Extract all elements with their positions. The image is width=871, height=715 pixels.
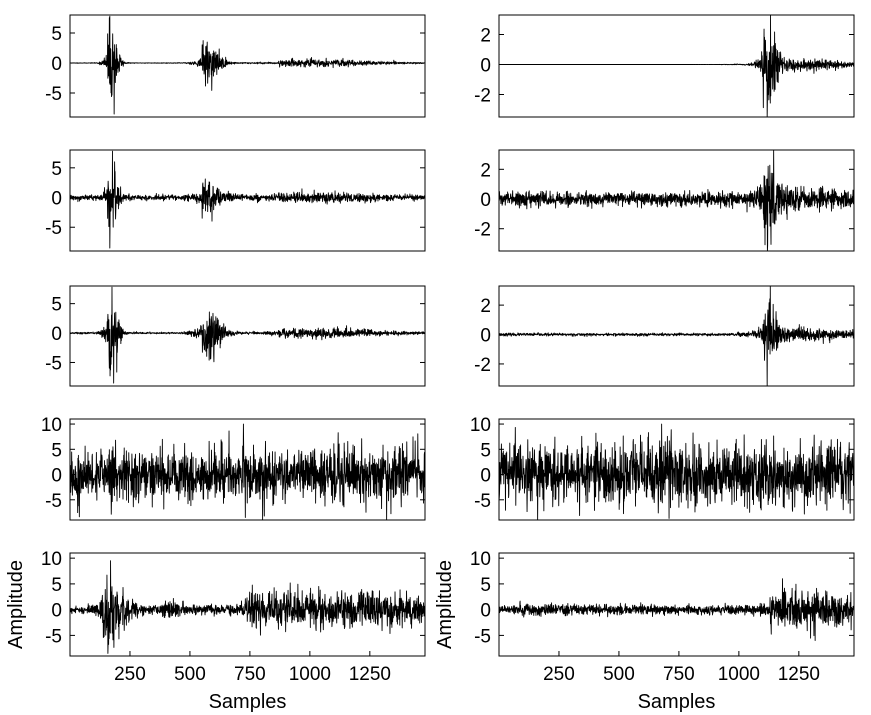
y-axis-label: Amplitude [5,560,27,649]
y-tick-label: 5 [51,295,62,316]
y-tick-label: 0 [51,324,62,345]
y-tick-label: -5 [45,626,62,647]
signal-trace [499,150,854,251]
x-axis-label: Samples [209,691,287,713]
y-tick-label: 5 [480,440,491,461]
y-tick-label: -5 [45,491,62,512]
subplot-r2-c1: -5 0 5 [45,149,426,252]
subplot-r1-c2: -2 0 2 [474,14,855,118]
x-tick-label: 250 [543,664,575,685]
plot-area [498,552,855,657]
y-tick-label: 0 [51,54,62,75]
plot-area [69,14,426,118]
x-tick-label: 250 [114,664,146,685]
y-tick-label: -5 [474,626,491,647]
y-tick-label: 5 [51,440,62,461]
y-axis-label: Amplitude [434,560,456,649]
y-tick-label: 5 [480,575,491,596]
y-tick-label: 0 [51,601,62,622]
y-tick-label: 0 [480,601,491,622]
x-tick-label: 750 [234,664,266,685]
y-tick-label: 0 [480,190,491,211]
signal-trace [499,578,854,641]
y-tick-label: 0 [51,189,62,210]
x-tick-label: 1250 [778,664,820,685]
subplot-r5-c1: -5 0 5 10 250 500 750 1000 1250 Samples Amplitude [5,549,426,713]
y-tick-label: 5 [51,159,62,180]
signal-trace [70,150,425,249]
y-tick-label: 10 [470,549,491,570]
signal-trace [499,286,854,386]
signal-trace [499,423,854,520]
subplot-r1-c1: -5 0 5 [45,14,426,118]
y-tick-label: -5 [45,353,62,374]
y-tick-label: -5 [45,218,62,239]
signal-trace [70,286,425,384]
y-tick-label: -2 [474,355,491,376]
y-tick-label: 0 [480,56,491,77]
subplot-r2-c2: -2 0 2 [474,149,855,252]
x-tick-label: 750 [663,664,695,685]
y-tick-label: 0 [480,326,491,347]
y-tick-label: -5 [45,84,62,105]
plot-area [69,285,426,387]
x-axis-label: Samples [638,691,716,713]
y-tick-label: 0 [51,466,62,487]
subplot-r4-c1: -5 0 5 10 [41,415,426,521]
y-tick-label: 5 [51,575,62,596]
y-tick-label: 5 [51,24,62,45]
y-tick-label: 2 [480,296,491,317]
signal-trace [70,15,425,115]
x-tick-label: 1250 [349,664,391,685]
x-tick-label: 500 [174,664,206,685]
subplot-r5-c2: -5 0 5 10 250 500 750 1000 1250 Samples Amplitude [434,549,855,713]
y-tick-label: 10 [470,415,491,436]
signal-trace [70,423,425,520]
subplot-r3-c1: -5 0 5 [45,285,426,387]
y-tick-label: 0 [480,466,491,487]
x-tick-label: 1000 [718,664,760,685]
x-tick-label: 500 [603,664,635,685]
y-tick-label: -5 [474,491,491,512]
y-tick-label: 10 [41,415,62,436]
y-tick-label: 2 [480,160,491,181]
signal-trace [70,560,425,654]
signal-trace [499,15,854,117]
x-tick-label: 1000 [289,664,331,685]
subplot-r4-c2: -5 0 5 10 [470,415,855,521]
y-tick-label: -2 [474,86,491,107]
y-tick-label: 10 [41,549,62,570]
y-tick-label: 2 [480,26,491,47]
y-tick-label: -2 [474,220,491,241]
subplot-r3-c2: -2 0 2 [474,285,855,387]
